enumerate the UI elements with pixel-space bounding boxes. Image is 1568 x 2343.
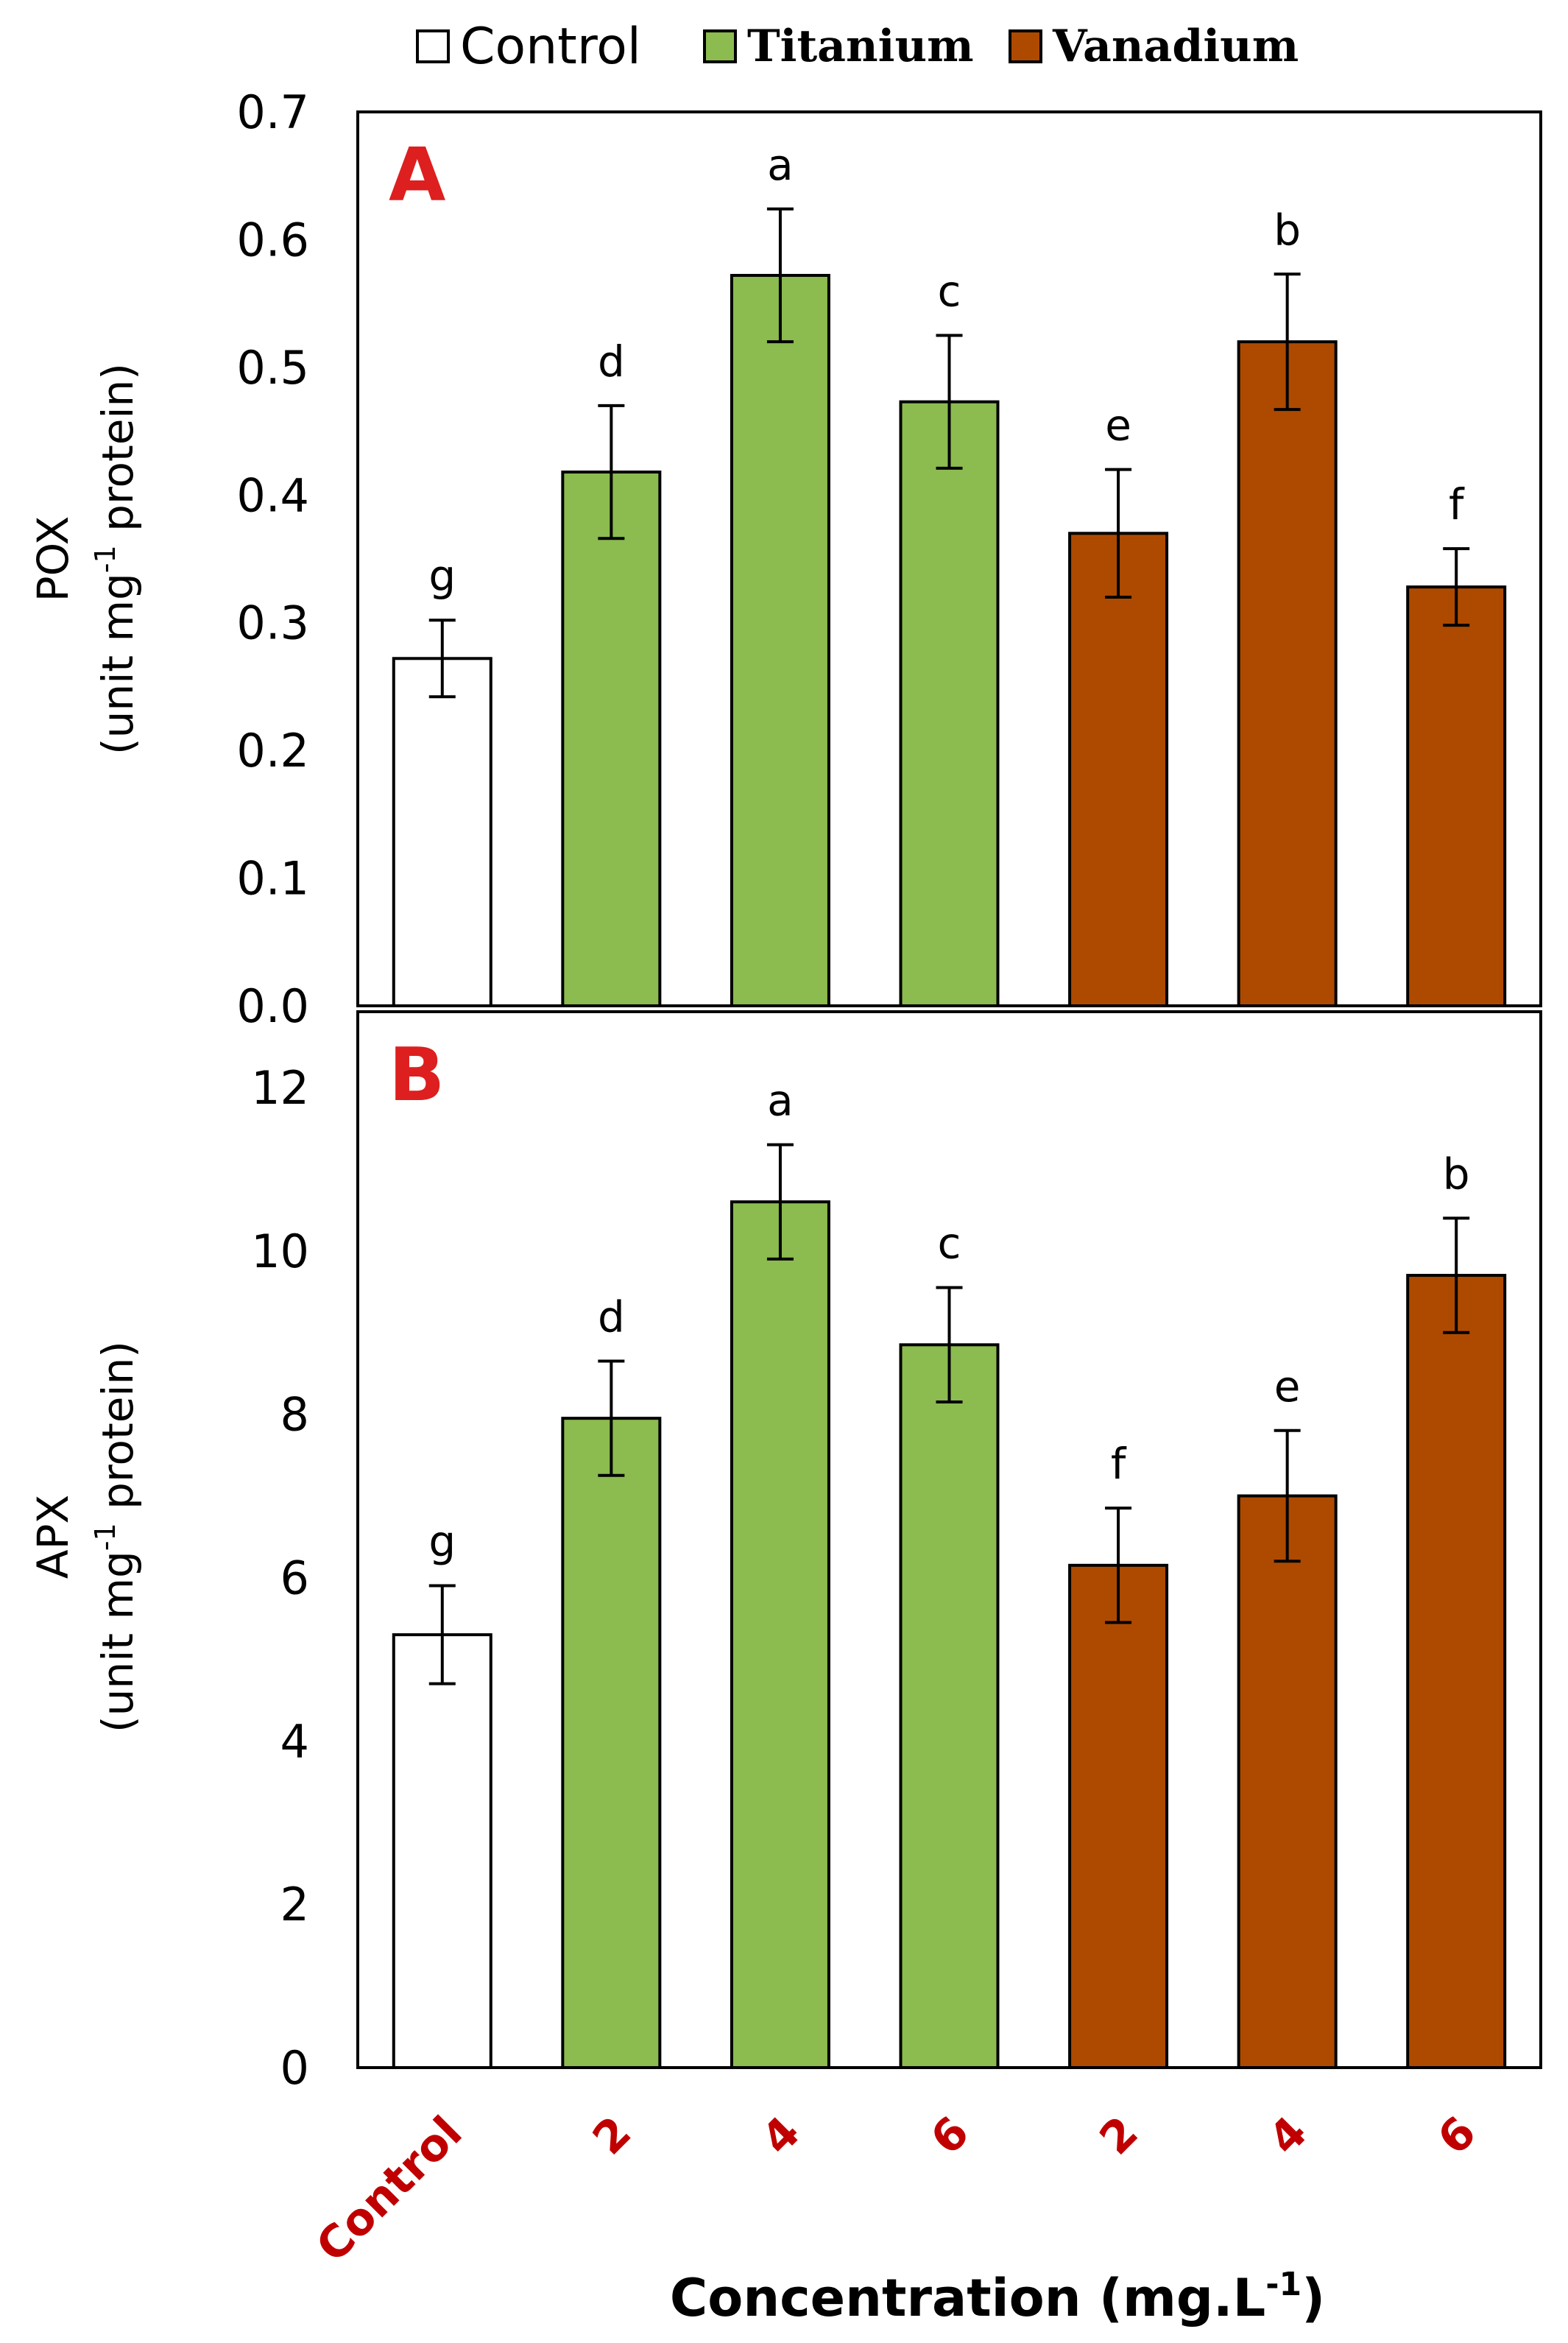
bar-titanium [899, 400, 1000, 1007]
bar-titanium [730, 273, 830, 1007]
significance-letter: a [767, 1076, 794, 1126]
significance-letter: b [1274, 205, 1301, 255]
legend-item-titanium: Titanium [703, 13, 974, 80]
x-category-label: 6 [1428, 2107, 1486, 2165]
legend-item-control: Control [416, 13, 641, 80]
y-tick-label: 0.7 [236, 85, 309, 139]
significance-letter: e [1105, 401, 1131, 451]
bar-titanium [899, 1343, 1000, 2070]
x-category-label: 6 [921, 2107, 979, 2165]
significance-letter: d [598, 1292, 625, 1342]
y-tick-label: 0.4 [236, 468, 309, 522]
x-axis-title: Concentration (mg.L-1) [670, 2266, 1325, 2328]
x-category-label: 2 [1090, 2107, 1148, 2165]
panel-B: 0 2 4 6 8 10 12 B APX (unit mg-1 protein) g d a c f e b [28, 1010, 1542, 2095]
x-category-label: 4 [752, 2107, 811, 2165]
y-tick-label: 0.3 [236, 596, 309, 650]
significance-letter: g [428, 1517, 456, 1567]
significance-letter: f [1111, 1439, 1127, 1489]
bar-titanium [561, 1417, 662, 2069]
panel-A: 0.0 0.1 0.2 0.3 0.4 0.5 0.6 0.7 A POX (unit mg-1 p… [28, 85, 1542, 1033]
y-tick-label: 0.1 [236, 852, 309, 906]
y-tick-label: 6 [280, 1551, 309, 1604]
x-category-label: 2 [583, 2107, 641, 2165]
significance-letter: c [938, 1219, 961, 1269]
significance-letter: e [1274, 1361, 1301, 1412]
x-category-label: 4 [1259, 2107, 1317, 2165]
significance-letter: a [767, 140, 794, 190]
bar-vanadium [1068, 532, 1169, 1007]
bar-vanadium [1406, 1274, 1507, 2069]
bar-vanadium [1237, 340, 1338, 1007]
legend-label-titanium: Titanium [747, 21, 974, 72]
x-axis-title-close: ) [1302, 2268, 1325, 2328]
y-tick-label: 4 [280, 1714, 309, 1768]
significance-letter: c [938, 267, 961, 317]
panel-letter: B [389, 1032, 445, 1118]
legend-label-control: Control [460, 17, 641, 76]
x-axis-title-main: Concentration (mg.L [670, 2268, 1265, 2328]
y-tick-label: 0 [280, 2041, 309, 2095]
legend-swatch-titanium [703, 29, 737, 63]
y-axis-label-line2-end: protein) [93, 1341, 143, 1523]
significance-letter: g [428, 551, 456, 601]
y-axis-label-superscript: -1 [89, 1523, 121, 1551]
y-tick-label: 10 [251, 1225, 309, 1278]
significance-letter: b [1443, 1149, 1470, 1199]
legend-label-vanadium: Vanadium [1053, 21, 1299, 72]
legend-swatch-control [416, 29, 450, 63]
bar-vanadium [1237, 1494, 1338, 2069]
bar-control [392, 1633, 492, 2069]
bar-titanium [730, 1200, 830, 2069]
y-axis-label: POX (unit mg-1 protein) [28, 363, 143, 755]
y-axis-label-superscript: -1 [89, 545, 121, 573]
y-axis-label-line2: (unit mg [93, 1551, 143, 1733]
y-tick-label: 0.6 [236, 213, 309, 267]
bar-control [392, 657, 492, 1007]
significance-letter: d [598, 337, 625, 387]
y-tick-label: 12 [251, 1061, 309, 1115]
bar-vanadium [1406, 585, 1507, 1007]
legend-item-vanadium: Vanadium [1009, 13, 1299, 80]
x-category-label: Control [307, 2107, 473, 2272]
y-axis-label-line1: POX [28, 516, 78, 602]
y-tick-label: 8 [280, 1388, 309, 1442]
significance-letter: f [1449, 479, 1465, 529]
legend: Control Titanium Vanadium [0, 13, 1568, 80]
panel-letter: A [389, 132, 445, 218]
y-tick-label: 0.5 [236, 341, 309, 395]
y-tick-label: 0.2 [236, 724, 309, 778]
bar-vanadium [1068, 1563, 1169, 2069]
legend-swatch-vanadium [1009, 29, 1042, 63]
bar-titanium [561, 471, 662, 1007]
y-axis-label-line1: APX [28, 1495, 78, 1579]
y-tick-label: 0.0 [236, 979, 309, 1033]
x-axis-title-superscript: -1 [1265, 2266, 1302, 2303]
y-axis-label-line2: (unit mg [93, 573, 143, 755]
y-axis-label: APX (unit mg-1 protein) [28, 1341, 143, 1733]
y-axis-label-line2-end: protein) [93, 363, 143, 545]
y-tick-label: 2 [280, 1878, 309, 1931]
